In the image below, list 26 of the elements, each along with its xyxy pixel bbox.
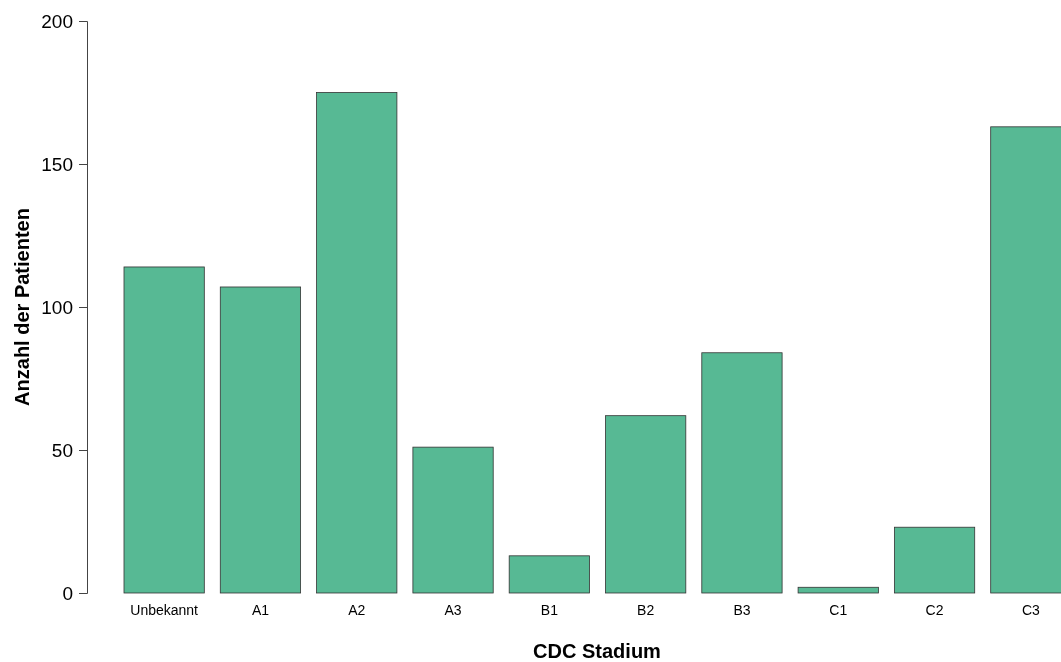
x-tick-label: Unbekannt [130, 601, 199, 618]
x-tick-label: C3 [1021, 601, 1041, 618]
bar [797, 586, 879, 594]
y-tick-label: 0 [62, 582, 73, 604]
y-tick-label: 50 [51, 439, 73, 461]
x-tick-label: B1 [540, 601, 559, 618]
bar [219, 286, 302, 594]
x-tick-label: A1 [251, 601, 270, 618]
bar [893, 526, 976, 594]
bar [412, 446, 494, 594]
x-tick-label: A2 [348, 601, 366, 618]
y-tick-label: 150 [41, 153, 73, 175]
bar [123, 266, 205, 594]
y-tick-label: 200 [41, 10, 73, 32]
y-tick-label: 100 [41, 296, 73, 318]
x-tick-label: B3 [733, 601, 751, 618]
bar [701, 352, 783, 594]
y-axis-title: Anzahl der Patienten [11, 208, 33, 406]
bar [508, 555, 590, 594]
x-axis-title: CDC Stadium [533, 640, 661, 662]
x-tick-label: B2 [637, 601, 655, 618]
x-tick-label: A3 [444, 601, 462, 618]
x-tick-label: C1 [829, 601, 848, 618]
bar [605, 415, 687, 594]
bar [316, 92, 398, 594]
x-tick-label: C2 [925, 601, 944, 618]
